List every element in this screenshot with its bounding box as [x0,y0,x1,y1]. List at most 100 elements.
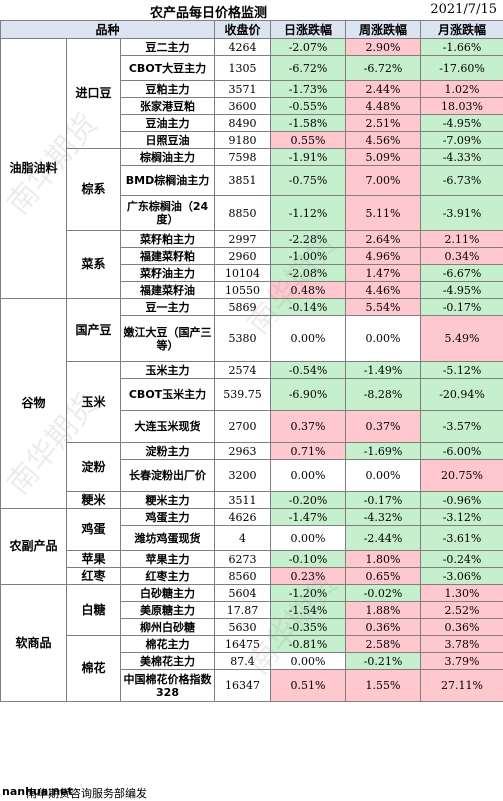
title-bar: 农产品每日价格监测 2021/7/15 [0,0,503,20]
product-name: 大连玉米现货 [121,411,215,443]
weekly-change: 5.54% [346,299,421,316]
weekly-change: 2.58% [346,636,421,653]
daily-change: 0.48% [271,282,346,299]
weekly-change: -4.32% [346,509,421,526]
close-price: 9180 [215,132,271,149]
product-name: 淀粉主力 [121,443,215,460]
weekly-change: -1.49% [346,362,421,379]
weekly-change: 0.36% [346,619,421,636]
monthly-change: -4.33% [421,149,503,166]
daily-change: -1.00% [271,248,346,265]
monthly-change: -0.24% [421,551,503,568]
product-name: 广东棕榈油（24度） [121,196,215,231]
monthly-change: -3.06% [421,568,503,585]
close-price: 2997 [215,231,271,248]
weekly-change: -0.02% [346,585,421,602]
close-price: 3200 [215,460,271,492]
monthly-change: -4.95% [421,282,503,299]
monthly-change: 3.78% [421,636,503,653]
close-price: 4626 [215,509,271,526]
monthly-change: -0.17% [421,299,503,316]
monthly-change: -6.73% [421,166,503,196]
monthly-change: -5.12% [421,362,503,379]
group-name: 软商品 [1,585,67,702]
weekly-change: 5.11% [346,196,421,231]
weekly-change: 1.80% [346,551,421,568]
daily-change: -1.58% [271,115,346,132]
daily-change: -2.08% [271,265,346,282]
daily-change: 0.00% [271,653,346,670]
product-name: 嫩江大豆（国产三等） [121,316,215,362]
weekly-change: -6.72% [346,56,421,81]
subgroup-name: 苹果 [67,551,121,568]
close-price: 4 [215,526,271,551]
close-price: 2960 [215,248,271,265]
weekly-change: 2.64% [346,231,421,248]
monthly-change: 5.49% [421,316,503,362]
header-monthly: 月涨跌幅 [421,21,503,39]
monthly-change: 1.30% [421,585,503,602]
product-name: 白砂糖主力 [121,585,215,602]
monthly-change: 3.79% [421,653,503,670]
daily-change: 0.71% [271,443,346,460]
daily-change: -0.35% [271,619,346,636]
close-price: 539.75 [215,379,271,411]
product-name: 棕榈油主力 [121,149,215,166]
monthly-change: -3.57% [421,411,503,443]
product-name: 豆二主力 [121,39,215,56]
daily-change: 0.51% [271,670,346,702]
product-name: 日照豆油 [121,132,215,149]
weekly-change: 4.56% [346,132,421,149]
close-price: 8560 [215,568,271,585]
close-price: 8490 [215,115,271,132]
monthly-change: 1.02% [421,81,503,98]
product-name: 棉花主力 [121,636,215,653]
subgroup-name: 淀粉 [67,443,121,492]
close-price: 3600 [215,98,271,115]
product-name: 苹果主力 [121,551,215,568]
subgroup-name: 红枣 [67,568,121,585]
daily-change: 0.00% [271,460,346,492]
close-price: 2574 [215,362,271,379]
daily-change: 0.55% [271,132,346,149]
weekly-change: 1.88% [346,602,421,619]
monthly-change: -1.66% [421,39,503,56]
daily-change: -0.81% [271,636,346,653]
daily-change: 0.00% [271,526,346,551]
report-date: 2021/7/15 [430,2,497,17]
product-name: 张家港豆粕 [121,98,215,115]
weekly-change: 0.00% [346,316,421,362]
daily-change: -0.75% [271,166,346,196]
daily-change: -1.91% [271,149,346,166]
subgroup-name: 菜系 [67,231,121,299]
product-name: CBOT大豆主力 [121,56,215,81]
monthly-change: 27.11% [421,670,503,702]
close-price: 5630 [215,619,271,636]
daily-change: -0.14% [271,299,346,316]
close-price: 3511 [215,492,271,509]
product-name: 粳米主力 [121,492,215,509]
daily-change: -1.73% [271,81,346,98]
group-name: 油脂油料 [1,39,67,299]
product-name: 豆油主力 [121,115,215,132]
product-name: 菜籽油主力 [121,265,215,282]
weekly-change: 1.47% [346,265,421,282]
weekly-change: 0.00% [346,460,421,492]
monthly-change: 2.11% [421,231,503,248]
close-price: 17.87 [215,602,271,619]
daily-change: -2.07% [271,39,346,56]
monthly-change: 0.34% [421,248,503,265]
weekly-change: 2.51% [346,115,421,132]
product-name: CBOT玉米主力 [121,379,215,411]
close-price: 10550 [215,282,271,299]
weekly-change: 4.46% [346,282,421,299]
header-close: 收盘价 [215,21,271,39]
subgroup-name: 国产豆 [67,299,121,362]
monthly-change: -0.96% [421,492,503,509]
